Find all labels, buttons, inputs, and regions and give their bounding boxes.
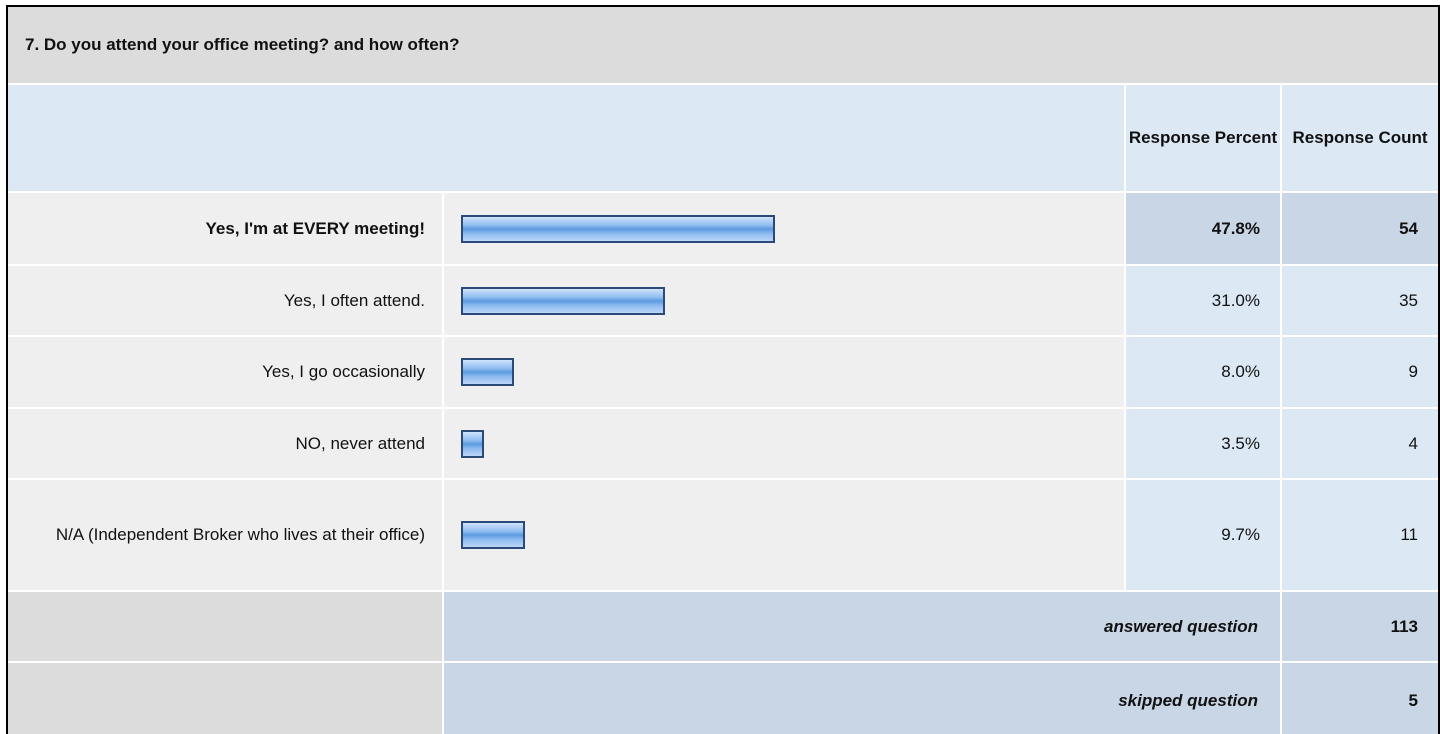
summary-blank [8, 592, 442, 661]
summary-label: skipped question [444, 663, 1280, 734]
response-count: 4 [1282, 409, 1438, 478]
response-percent: 9.7% [1126, 480, 1280, 590]
bar-cell [444, 337, 1124, 407]
bar-cell [444, 266, 1124, 335]
answer-label: Yes, I go occasionally [8, 337, 442, 407]
header-blank [8, 85, 1124, 191]
column-header: Response Percent [1126, 85, 1280, 191]
bar-cell [444, 193, 1124, 264]
answer-label: NO, never attend [8, 409, 442, 478]
bar-cell [444, 409, 1124, 478]
summary-value: 113 [1282, 592, 1438, 661]
column-header: Response Count [1282, 85, 1438, 191]
response-percent: 31.0% [1126, 266, 1280, 335]
answer-label: Yes, I often attend. [8, 266, 442, 335]
response-percent: 3.5% [1126, 409, 1280, 478]
title-cell: 7. Do you attend your office meeting? an… [8, 7, 1438, 83]
summary-blank [8, 663, 442, 734]
response-count: 11 [1282, 480, 1438, 590]
response-count: 9 [1282, 337, 1438, 407]
bar [461, 429, 484, 458]
bar [461, 214, 776, 243]
answer-label: N/A (Independent Broker who lives at the… [8, 480, 442, 590]
survey-table: 7. Do you attend your office meeting? an… [6, 5, 1440, 734]
bar [461, 521, 525, 549]
answer-label: Yes, I'm at EVERY meeting! [8, 193, 442, 264]
summary-label: answered question [444, 592, 1280, 661]
bar [461, 286, 665, 315]
summary-value: 5 [1282, 663, 1438, 734]
response-percent: 8.0% [1126, 337, 1280, 407]
response-percent: 47.8% [1126, 193, 1280, 264]
bar [461, 358, 514, 386]
response-count: 35 [1282, 266, 1438, 335]
bar-cell [444, 480, 1124, 590]
response-count: 54 [1282, 193, 1438, 264]
